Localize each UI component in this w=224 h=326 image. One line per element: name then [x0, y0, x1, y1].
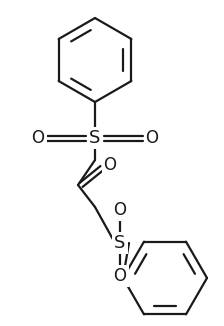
Text: O: O: [146, 129, 159, 147]
Text: S: S: [89, 129, 101, 147]
Text: O: O: [114, 267, 127, 285]
Text: O: O: [32, 129, 45, 147]
Text: O: O: [103, 156, 116, 174]
Text: S: S: [114, 234, 126, 252]
Text: O: O: [114, 201, 127, 219]
